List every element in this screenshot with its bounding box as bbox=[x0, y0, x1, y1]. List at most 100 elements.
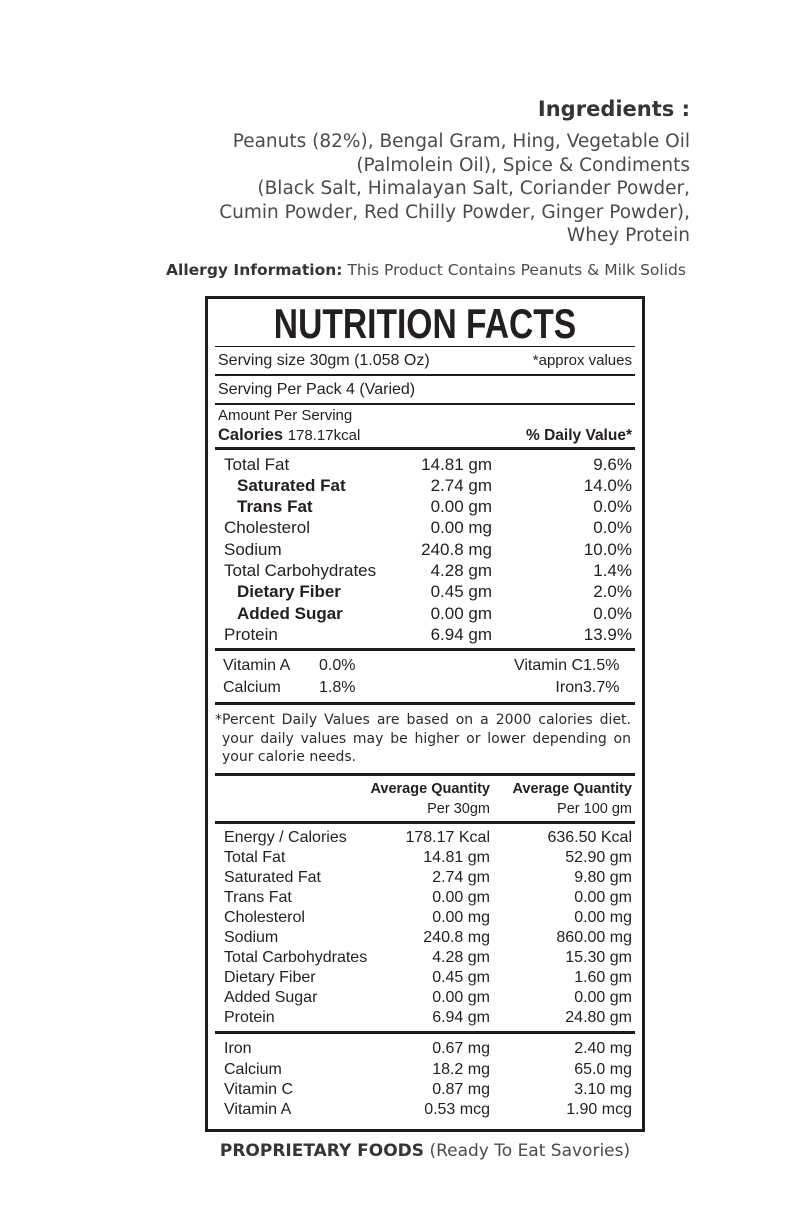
vitamins-minerals-grid: Vitamin A 0.0% Vitamin C 1.5% Calcium 1.8% … bbox=[208, 651, 642, 702]
nutrient-row: Cholesterol 0.00 mg 0.0% bbox=[218, 517, 632, 538]
nutrition-facts-panel: NUTRITION FACTS Serving size 30gm (1.058… bbox=[205, 295, 645, 1132]
minerals-vitamins-table: Iron 0.67 mg 2.40 mg Calcium 18.2 mg 65.… bbox=[208, 1034, 642, 1128]
per-30gm-value: 0.53 mcg bbox=[424, 1101, 490, 1119]
ingredients-section: Ingredients : Peanuts (82%), Bengal Gram… bbox=[0, 0, 690, 248]
nutrient-label: Sodium bbox=[224, 929, 279, 947]
nutrient-label: Trans Fat bbox=[224, 889, 292, 907]
allergy-text: This Product Contains Peanuts & Milk Sol… bbox=[342, 260, 686, 279]
nutrient-daily-value: 10.0% bbox=[583, 539, 632, 559]
nutrient-label: Saturated Fat bbox=[224, 869, 321, 887]
average-quantity-row: Total Fat 14.81 gm 52.90 gm bbox=[218, 848, 632, 868]
micro-value: 3.7% bbox=[583, 678, 620, 696]
mineral-row: Calcium 18.2 mg 65.0 mg bbox=[218, 1060, 632, 1080]
nutrient-daily-value: 1.4% bbox=[593, 560, 632, 580]
nutrient-label: Total Fat bbox=[224, 454, 290, 474]
category-footer: PROPRIETARY FOODS (Ready To Eat Savories… bbox=[205, 1141, 645, 1161]
per-30gm-value: 0.87 mg bbox=[432, 1080, 490, 1098]
mineral-label: Vitamin C bbox=[224, 1080, 294, 1098]
average-quantity-row: Total Carbohydrates 4.28 gm 15.30 gm bbox=[218, 948, 632, 968]
mineral-label: Calcium bbox=[224, 1060, 282, 1078]
nutrient-row: Added Sugar 0.00 gm 0.0% bbox=[218, 603, 632, 624]
nutrient-row: Saturated Fat 2.74 gm 14.0% bbox=[218, 475, 632, 496]
divider bbox=[215, 773, 635, 777]
micro-value: 1.8% bbox=[319, 678, 356, 696]
calories: Calories 178.17kcal bbox=[218, 425, 360, 446]
per-30gm-value: 240.8 mg bbox=[423, 929, 490, 947]
ingredients-line: Peanuts (82%), Bengal Gram, Hing, Vegeta… bbox=[232, 131, 690, 152]
micro-label: Vitamin C bbox=[513, 657, 583, 675]
approx-values-note: *approx values bbox=[532, 351, 632, 369]
ingredients-line: (Palmolein Oil), Spice & Condiments bbox=[356, 154, 690, 176]
micro-label: Iron bbox=[555, 678, 583, 696]
per-30gm-value: 2.74 gm bbox=[432, 869, 490, 887]
nutrient-daily-value: 13.9% bbox=[583, 624, 632, 644]
mineral-row: Vitamin C 0.87 mg 3.10 mg bbox=[218, 1080, 632, 1100]
nutrient-label: Cholesterol bbox=[224, 909, 305, 927]
mineral-row: Iron 0.67 mg 2.40 mg bbox=[218, 1039, 632, 1059]
nutrient-label: Added Sugar bbox=[237, 603, 343, 623]
nutrient-daily-value: 0.0% bbox=[593, 603, 632, 623]
calories-row: Calories 178.17kcal % Daily Value* bbox=[218, 425, 632, 446]
nutrient-label: Energy / Calories bbox=[224, 829, 347, 847]
nutrient-label: Total Carbohydrates bbox=[224, 560, 377, 580]
average-quantity-row: Sodium 240.8 mg 860.00 mg bbox=[218, 928, 632, 948]
divider bbox=[215, 702, 635, 706]
daily-value-header: % Daily Value* bbox=[526, 426, 632, 444]
allergy-information: Allergy Information: This Product Contai… bbox=[26, 261, 800, 279]
nutrient-amount: 0.00 mg bbox=[430, 518, 492, 538]
average-quantity-row: Energy / Calories 178.17 Kcal 636.50 Kca… bbox=[218, 828, 632, 848]
category-name: PROPRIETARY FOODS bbox=[219, 1140, 425, 1161]
nutrient-row: Total Fat 14.81 gm 9.6% bbox=[218, 454, 632, 475]
nutrient-amount: 2.74 gm bbox=[430, 475, 492, 495]
daily-value-footnote: *Percent Daily Values are based on a 200… bbox=[215, 712, 631, 765]
average-quantity-row: Protein 6.94 gm 24.80 gm bbox=[218, 1008, 632, 1028]
nutrient-amount: 6.94 gm bbox=[430, 624, 492, 644]
per-30gm-value: 0.67 mg bbox=[432, 1040, 490, 1058]
per-30gm-value: 6.94 gm bbox=[432, 1009, 490, 1027]
nutrient-row: Dietary Fiber 0.45 gm 2.0% bbox=[218, 581, 632, 602]
calories-label: Calories bbox=[218, 425, 284, 444]
divider bbox=[215, 402, 635, 405]
header-spacer bbox=[218, 779, 340, 819]
calories-value: 178.17kcal bbox=[287, 426, 361, 444]
nutrient-label: Sodium bbox=[224, 539, 282, 559]
allergy-label: Allergy Information: bbox=[166, 260, 343, 279]
per-100gm-value: 1.60 gm bbox=[574, 969, 632, 987]
mineral-row: Vitamin A 0.53 mcg 1.90 mcg bbox=[218, 1100, 632, 1120]
per-100gm-header: Average Quantity Per 100 gm bbox=[512, 781, 632, 818]
nutrient-daily-value: 2.0% bbox=[593, 582, 632, 602]
per-30gm-value: 0.00 gm bbox=[432, 989, 490, 1007]
per-100gm-value: 1.90 mcg bbox=[566, 1101, 632, 1119]
serving-size: Serving size 30gm (1.058 Oz) bbox=[218, 351, 430, 369]
micro-label: Vitamin A bbox=[223, 657, 291, 675]
average-quantity-table: Energy / Calories 178.17 Kcal 636.50 Kca… bbox=[208, 824, 642, 1031]
divider bbox=[215, 446, 635, 450]
average-quantity-row: Added Sugar 0.00 gm 0.00 gm bbox=[218, 988, 632, 1008]
mineral-label: Vitamin A bbox=[224, 1101, 292, 1119]
average-quantity-row: Trans Fat 0.00 gm 0.00 gm bbox=[218, 888, 632, 908]
nutrient-label: Protein bbox=[224, 1009, 275, 1027]
per-30gm-value: 0.00 gm bbox=[432, 889, 490, 907]
category-description: (Ready To Eat Savories) bbox=[424, 1140, 631, 1161]
per-100gm-value: 15.30 gm bbox=[565, 949, 632, 967]
nutrient-label: Dietary Fiber bbox=[224, 969, 316, 987]
nutrient-amount: 0.00 gm bbox=[430, 603, 492, 623]
per-30gm-value: 0.00 mg bbox=[432, 909, 490, 927]
nutrient-label: Added Sugar bbox=[224, 989, 318, 1007]
divider bbox=[215, 345, 635, 347]
per-100gm-value: 65.0 mg bbox=[574, 1060, 632, 1078]
divider bbox=[215, 821, 635, 825]
nutrient-daily-value: 9.6% bbox=[593, 454, 632, 474]
per-100gm-value: 9.80 gm bbox=[574, 869, 632, 887]
average-quantity-row: Saturated Fat 2.74 gm 9.80 gm bbox=[218, 868, 632, 888]
nutrient-amount: 4.28 gm bbox=[430, 560, 492, 580]
nutrient-daily-value: 0.0% bbox=[593, 497, 632, 517]
average-quantity-row: Cholesterol 0.00 mg 0.00 mg bbox=[218, 908, 632, 928]
per-30gm-value: 4.28 gm bbox=[432, 949, 490, 967]
per-100gm-value: 3.10 mg bbox=[574, 1080, 632, 1098]
mineral-label: Iron bbox=[224, 1040, 252, 1058]
divider bbox=[215, 1031, 635, 1035]
nutrient-daily-value: 0.0% bbox=[593, 518, 632, 538]
nutrient-amount: 14.81 gm bbox=[421, 454, 492, 474]
nutrient-label: Trans Fat bbox=[237, 497, 313, 517]
